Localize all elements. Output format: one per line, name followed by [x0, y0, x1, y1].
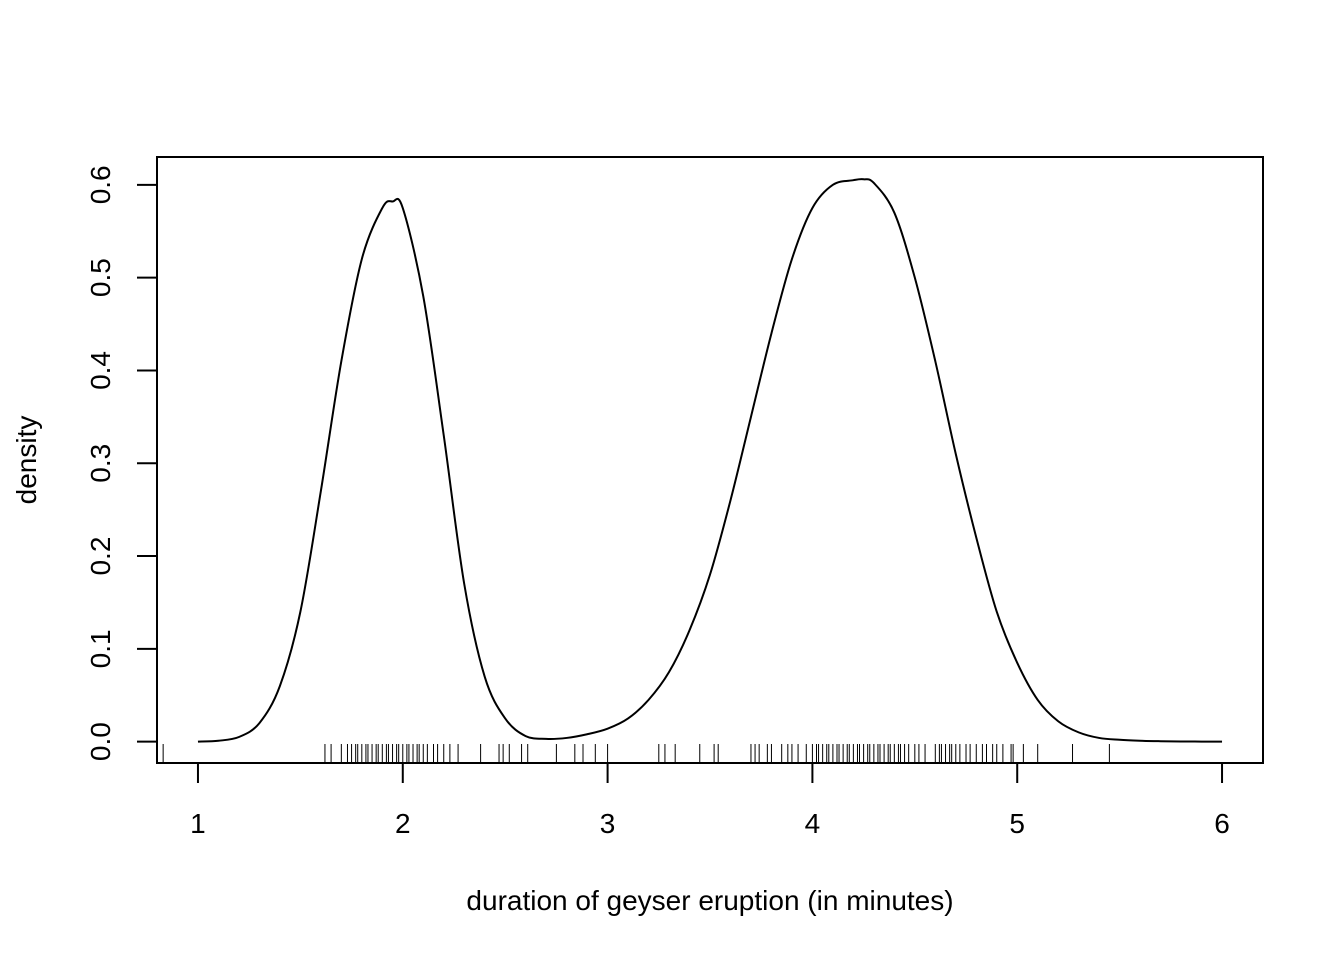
x-tick-label: 3	[600, 808, 616, 839]
y-tick-label: 0.3	[85, 444, 116, 483]
x-tick-label: 1	[190, 808, 206, 839]
x-tick-label: 2	[395, 808, 411, 839]
density-curve	[197, 178, 1223, 743]
x-tick-label: 4	[805, 808, 821, 839]
x-tick-label: 5	[1009, 808, 1025, 839]
y-axis-label: density	[11, 416, 42, 505]
y-tick-label: 0.6	[85, 165, 116, 204]
y-tick-label: 0.2	[85, 537, 116, 576]
rug-marks	[162, 744, 1110, 763]
x-axis: 1 2 3 4 5 6	[190, 763, 1230, 839]
y-tick-label: 0.1	[85, 629, 116, 668]
x-tick-label: 6	[1214, 808, 1230, 839]
plot-frame	[156, 156, 1264, 764]
y-tick-label: 0.5	[85, 258, 116, 297]
y-axis: 0.0 0.1 0.2 0.3 0.4 0.5 0.6	[85, 165, 157, 761]
y-tick-label: 0.0	[85, 722, 116, 761]
x-axis-label: duration of geyser eruption (in minutes)	[466, 885, 953, 916]
y-tick-label: 0.4	[85, 351, 116, 390]
